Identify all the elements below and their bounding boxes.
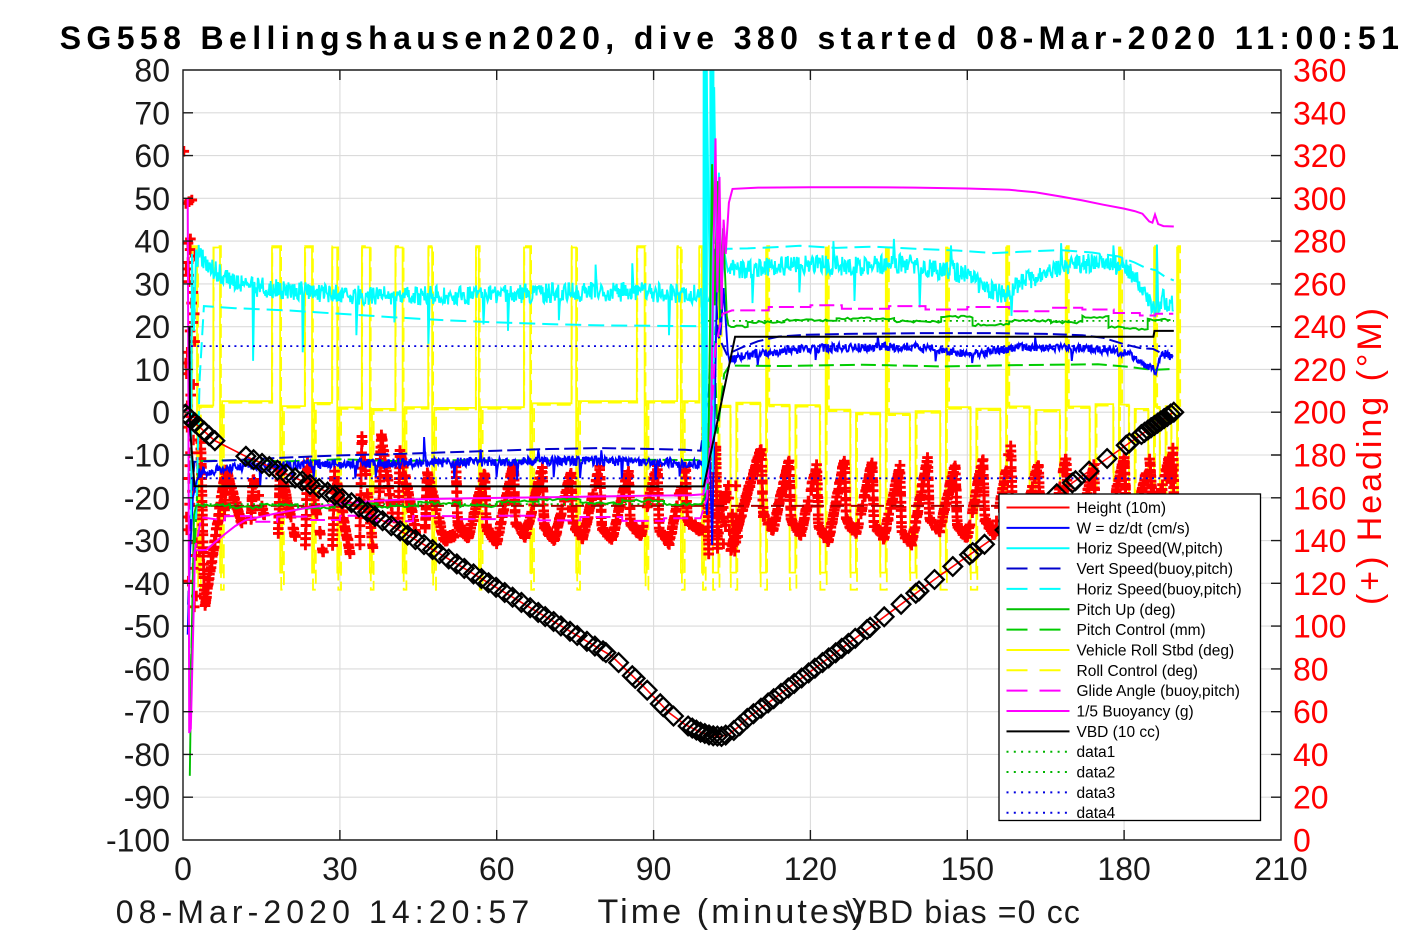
svg-text:1/5 Buoyancy (g): 1/5 Buoyancy (g) — [1077, 704, 1194, 721]
svg-text:-100: -100 — [106, 823, 170, 859]
svg-text:200: 200 — [1293, 395, 1346, 431]
svg-text:Vert Speed(buoy,pitch): Vert Speed(buoy,pitch) — [1077, 561, 1234, 578]
svg-text:data2: data2 — [1077, 765, 1116, 782]
svg-text:60: 60 — [479, 851, 515, 887]
svg-text:08-Mar-2020 14:20:57: 08-Mar-2020 14:20:57 — [116, 894, 534, 930]
svg-text:120: 120 — [784, 851, 837, 887]
svg-text:320: 320 — [1293, 138, 1346, 174]
svg-text:220: 220 — [1293, 352, 1346, 388]
svg-text:160: 160 — [1293, 480, 1346, 516]
svg-text:280: 280 — [1293, 224, 1346, 260]
svg-text:-30: -30 — [124, 523, 170, 559]
svg-text:360: 360 — [1293, 53, 1346, 89]
svg-text:Horiz Speed(W,pitch): Horiz Speed(W,pitch) — [1077, 541, 1223, 558]
svg-text:Pitch Up (deg): Pitch Up (deg) — [1077, 602, 1176, 619]
svg-text:80: 80 — [134, 53, 170, 89]
svg-text:210: 210 — [1254, 851, 1307, 887]
svg-text:Time (minutes): Time (minutes) — [598, 893, 867, 931]
svg-text:340: 340 — [1293, 95, 1346, 131]
svg-text:50: 50 — [134, 181, 170, 217]
svg-text:data3: data3 — [1077, 785, 1116, 802]
svg-text:40: 40 — [134, 224, 170, 260]
svg-text:120: 120 — [1293, 566, 1346, 602]
svg-text:260: 260 — [1293, 266, 1346, 302]
svg-text:20: 20 — [1293, 780, 1329, 816]
svg-text:Height (10m): Height (10m) — [1077, 500, 1167, 517]
svg-text:Horiz Speed(buoy,pitch): Horiz Speed(buoy,pitch) — [1077, 581, 1242, 598]
svg-text:Vehicle Roll Stbd (deg): Vehicle Roll Stbd (deg) — [1077, 643, 1235, 660]
svg-text:150: 150 — [941, 851, 994, 887]
svg-text:SG558 Bellingshausen2020, dive: SG558 Bellingshausen2020, dive 380 start… — [60, 20, 1405, 56]
svg-text:Roll Control (deg): Roll Control (deg) — [1077, 663, 1198, 680]
svg-text:40: 40 — [1293, 737, 1329, 773]
svg-text:VBD bias =0 cc: VBD bias =0 cc — [845, 894, 1081, 930]
svg-text:90: 90 — [636, 851, 672, 887]
svg-text:30: 30 — [134, 266, 170, 302]
svg-text:180: 180 — [1293, 438, 1346, 474]
svg-text:0: 0 — [152, 395, 170, 431]
svg-text:30: 30 — [322, 851, 358, 887]
svg-text:0: 0 — [1293, 823, 1311, 859]
svg-text:Glide Angle (buoy,pitch): Glide Angle (buoy,pitch) — [1077, 683, 1240, 700]
svg-text:240: 240 — [1293, 309, 1346, 345]
svg-text:180: 180 — [1097, 851, 1150, 887]
svg-text:W = dz/dt (cm/s): W = dz/dt (cm/s) — [1077, 520, 1190, 537]
svg-text:0: 0 — [174, 851, 192, 887]
svg-text:80: 80 — [1293, 651, 1329, 687]
svg-text:140: 140 — [1293, 523, 1346, 559]
svg-text:70: 70 — [134, 95, 170, 131]
svg-text:20: 20 — [134, 309, 170, 345]
svg-text:-70: -70 — [124, 694, 170, 730]
svg-text:VBD (10 cc): VBD (10 cc) — [1077, 724, 1161, 741]
svg-text:(+) Heading (°M): (+) Heading (°M) — [1351, 305, 1389, 605]
svg-text:-80: -80 — [124, 737, 170, 773]
svg-text:-60: -60 — [124, 651, 170, 687]
svg-text:300: 300 — [1293, 181, 1346, 217]
svg-text:Pitch Control (mm): Pitch Control (mm) — [1077, 622, 1206, 639]
svg-text:100: 100 — [1293, 609, 1346, 645]
svg-text:-40: -40 — [124, 566, 170, 602]
svg-text:data4: data4 — [1077, 805, 1116, 822]
svg-text:-90: -90 — [124, 780, 170, 816]
svg-text:10: 10 — [134, 352, 170, 388]
svg-text:-20: -20 — [124, 480, 170, 516]
svg-text:-10: -10 — [124, 438, 170, 474]
svg-text:-50: -50 — [124, 609, 170, 645]
svg-text:60: 60 — [1293, 694, 1329, 730]
svg-text:60: 60 — [134, 138, 170, 174]
svg-text:data1: data1 — [1077, 744, 1116, 761]
